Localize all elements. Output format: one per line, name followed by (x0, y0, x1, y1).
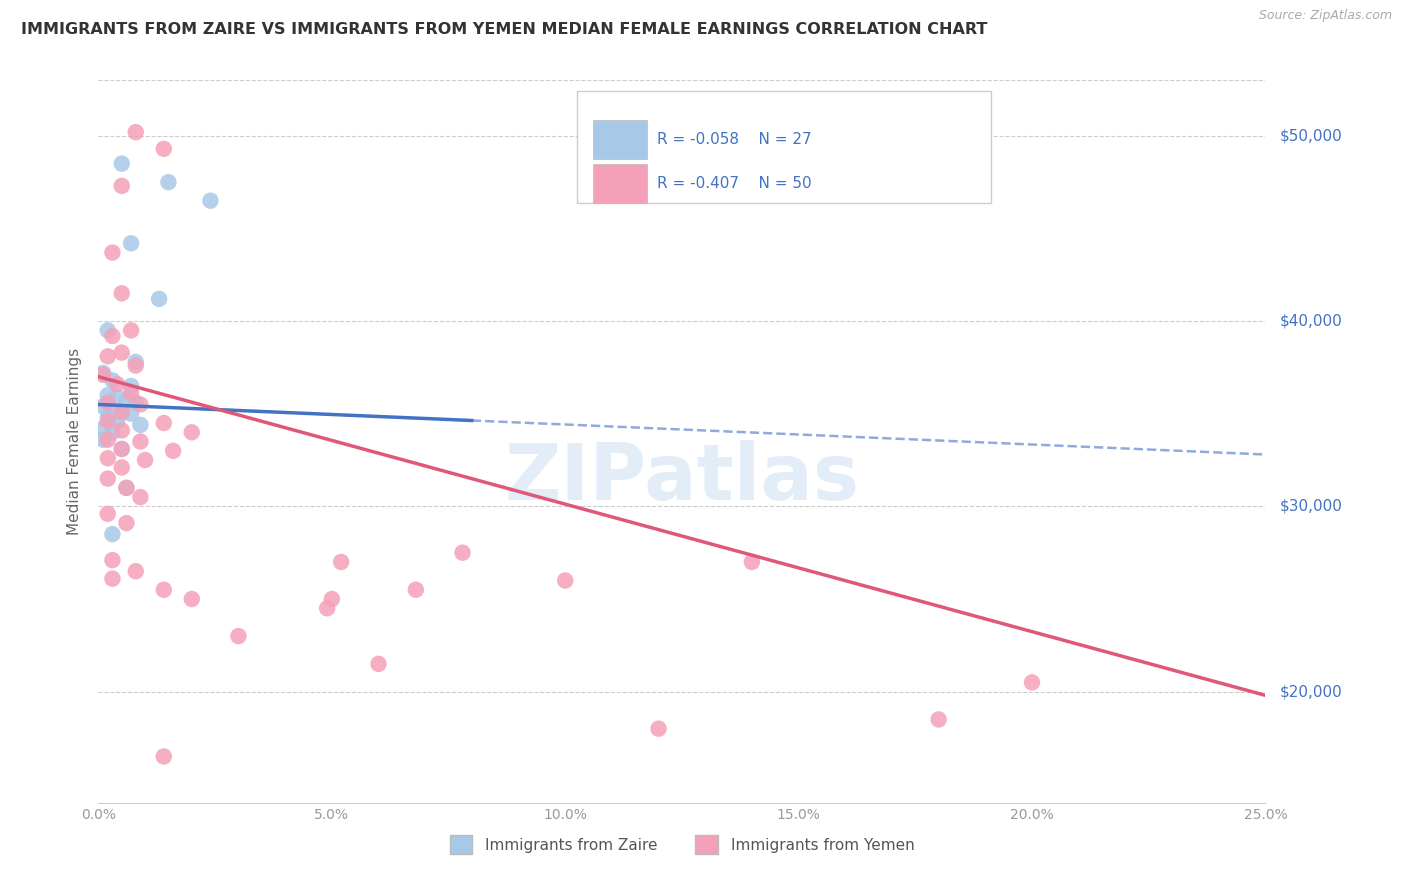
Text: $40,000: $40,000 (1279, 314, 1343, 328)
Point (316, 601, 339, 615)
Point (97, 451, 120, 466)
Legend: Immigrants from Zaire, Immigrants from Yemen: Immigrants from Zaire, Immigrants from Y… (443, 830, 921, 860)
Point (101, 553, 124, 567)
Text: R = -0.407    N = 50: R = -0.407 N = 50 (658, 177, 813, 191)
Point (97, 395, 120, 409)
Point (97, 349, 120, 363)
Text: Source: ZipAtlas.com: Source: ZipAtlas.com (1258, 9, 1392, 22)
Point (111, 286, 134, 301)
Point (91, 366, 114, 380)
Point (125, 355, 148, 369)
Point (125, 125, 148, 139)
Point (115, 516, 138, 530)
Point (91, 400, 114, 414)
Point (101, 527, 124, 541)
Point (405, 582, 427, 597)
Point (91, 368, 114, 382)
Point (91, 421, 114, 435)
Text: $30,000: $30,000 (1279, 499, 1343, 514)
Point (152, 142, 174, 156)
Point (134, 453, 156, 467)
Point (120, 323, 142, 337)
Point (148, 292, 170, 306)
Point (111, 460, 134, 475)
Point (101, 425, 124, 440)
Point (647, 722, 669, 736)
Point (125, 564, 148, 578)
Point (101, 403, 124, 417)
Point (111, 424, 134, 438)
Point (1021, 675, 1043, 690)
Point (105, 390, 128, 404)
Point (120, 386, 142, 401)
FancyBboxPatch shape (593, 120, 647, 159)
Point (200, 194, 222, 208)
Y-axis label: Median Female Earnings: Median Female Earnings (67, 348, 83, 535)
Point (97, 323, 120, 337)
Point (111, 405, 134, 419)
Point (120, 407, 142, 421)
Point (152, 416, 174, 430)
Point (91, 433, 114, 447)
Point (97, 507, 120, 521)
Text: ZIPatlas: ZIPatlas (505, 440, 859, 516)
Point (97, 414, 120, 428)
Point (111, 345, 134, 359)
Point (330, 555, 353, 569)
Point (101, 245, 124, 260)
Point (180, 592, 202, 607)
Point (554, 574, 576, 588)
Point (120, 236, 142, 251)
Point (741, 555, 763, 569)
Point (129, 490, 152, 504)
Point (928, 713, 950, 727)
Point (97, 433, 120, 447)
Text: R = -0.058    N = 27: R = -0.058 N = 27 (658, 132, 813, 147)
Text: $50,000: $50,000 (1279, 128, 1343, 144)
Point (451, 546, 474, 560)
Point (101, 373, 124, 387)
Point (125, 395, 148, 409)
Point (97, 410, 120, 425)
Point (152, 749, 174, 764)
Point (97, 388, 120, 402)
Point (111, 178, 134, 193)
Text: IMMIGRANTS FROM ZAIRE VS IMMIGRANTS FROM YEMEN MEDIAN FEMALE EARNINGS CORRELATIO: IMMIGRANTS FROM ZAIRE VS IMMIGRANTS FROM… (21, 22, 987, 37)
Point (111, 442, 134, 456)
Point (115, 481, 138, 495)
FancyBboxPatch shape (576, 91, 991, 203)
Point (101, 329, 124, 343)
Point (115, 481, 138, 495)
Point (101, 572, 124, 586)
Point (120, 379, 142, 393)
Point (129, 417, 152, 432)
Text: $20,000: $20,000 (1279, 684, 1343, 699)
Point (105, 414, 128, 428)
Point (180, 425, 202, 440)
Point (367, 657, 389, 671)
Point (129, 434, 152, 449)
Point (97, 472, 120, 486)
Point (129, 397, 152, 411)
Point (111, 156, 134, 170)
Point (125, 359, 148, 373)
Point (228, 629, 250, 643)
Point (111, 405, 134, 419)
Point (115, 393, 138, 408)
FancyBboxPatch shape (593, 164, 647, 203)
Point (157, 175, 180, 189)
Point (111, 442, 134, 456)
Point (152, 582, 174, 597)
Point (321, 592, 343, 607)
Point (162, 443, 184, 458)
Point (105, 377, 128, 392)
